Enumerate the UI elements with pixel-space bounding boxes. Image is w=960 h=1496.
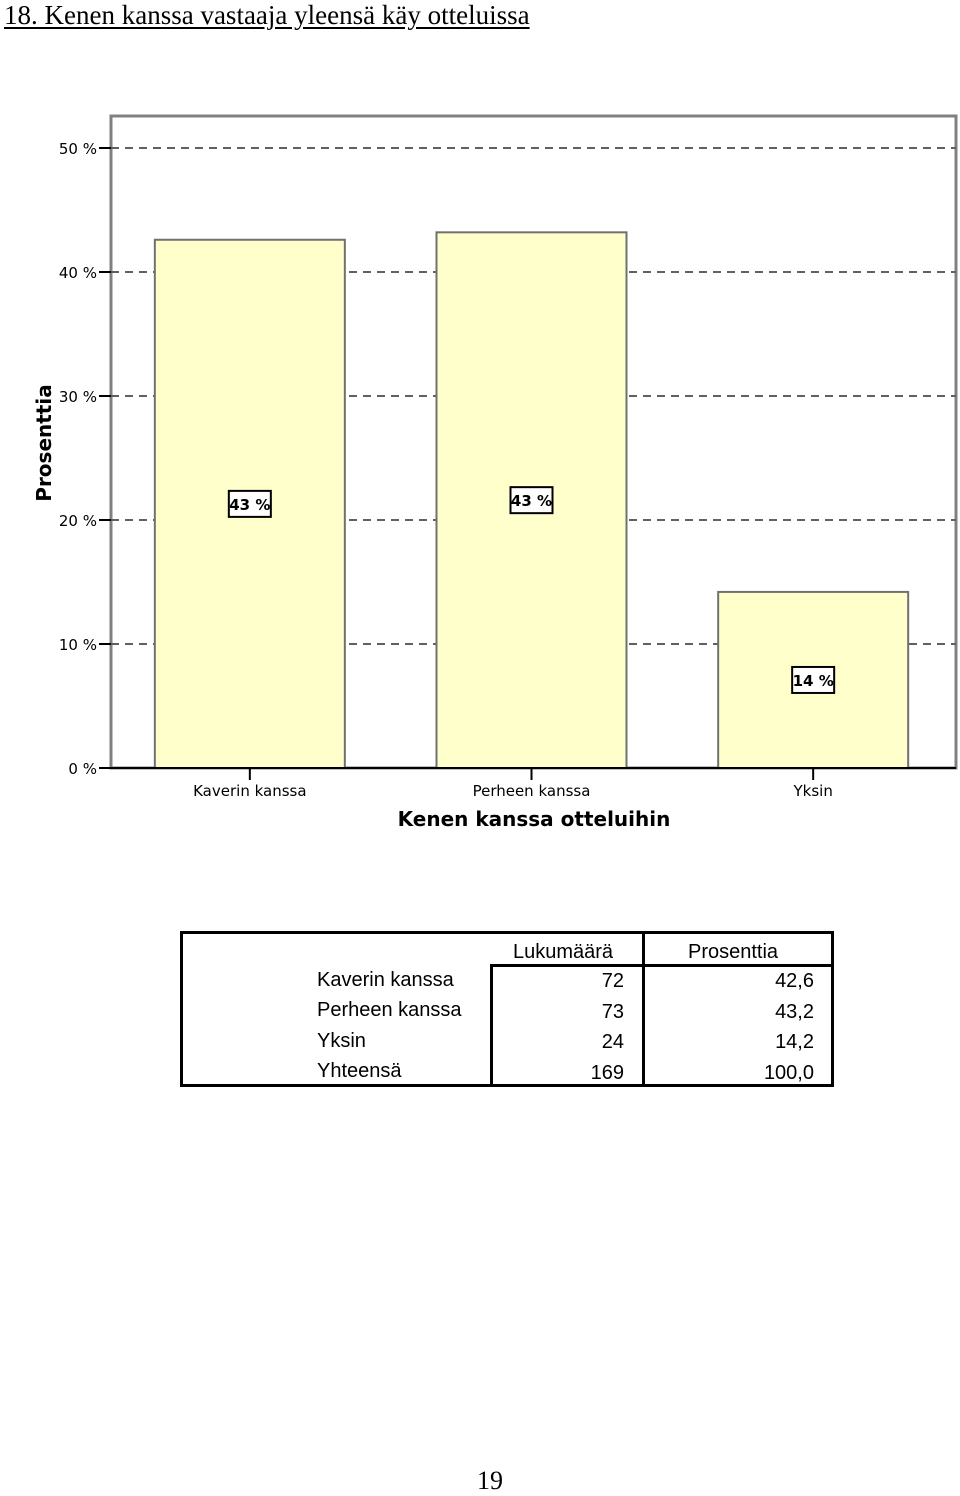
- row-label: Perheen kanssa: [317, 999, 462, 1021]
- row-percent: 100,0: [763, 1062, 814, 1084]
- row-label: Yhteensä: [317, 1060, 402, 1082]
- frequency-table: Lukumäärä Prosenttia Kaverin kanssa 72 4…: [180, 931, 834, 1087]
- y-tick-label: 50 %: [59, 140, 97, 158]
- x-tick-label: Kaverin kanssa: [193, 782, 306, 800]
- x-tick-label: Perheen kanssa: [473, 782, 591, 800]
- y-tick-label: 40 %: [59, 264, 97, 282]
- data-label-box: [227, 489, 272, 518]
- row-label: Kaverin kanssa: [317, 969, 454, 991]
- data-label-box: [791, 665, 836, 694]
- data-label: 43 %: [511, 492, 552, 510]
- data-label: 43 %: [229, 496, 270, 514]
- row-count: 169: [590, 1062, 624, 1084]
- row-count: 72: [601, 970, 624, 992]
- x-axis-title: Kenen kanssa otteluihin: [398, 807, 671, 831]
- row-label: Yksin: [317, 1030, 366, 1052]
- y-tick-label: 10 %: [59, 636, 97, 654]
- x-tick-label: Yksin: [792, 782, 832, 800]
- y-tick-label: 0 %: [68, 760, 97, 778]
- table-column-divider: [490, 964, 493, 1084]
- column-header-percent: Prosenttia: [688, 941, 779, 963]
- bar-chart: 0 % 10 % 20 % 30 % 40 % 50 % 43 % Kaverin kanss…: [32, 114, 958, 831]
- row-count: 24: [601, 1031, 624, 1053]
- y-tick-label: 20 %: [59, 512, 97, 530]
- table-column-divider: [642, 934, 645, 1084]
- row-percent: 42,6: [775, 970, 814, 992]
- y-tick-label: 30 %: [59, 388, 97, 406]
- column-header-count: Lukumäärä: [513, 941, 614, 963]
- page-number: 19: [477, 1466, 503, 1495]
- page-heading: 18. Kenen kanssa vastaaja yleensä käy ot…: [4, 0, 530, 30]
- y-axis-title: Prosenttia: [32, 384, 56, 501]
- data-label-box: [509, 486, 554, 515]
- data-label: 14 %: [793, 672, 834, 690]
- row-count: 73: [601, 1001, 624, 1023]
- table-header-divider: [490, 964, 831, 967]
- row-percent: 14,2: [775, 1031, 814, 1053]
- row-percent: 43,2: [775, 1001, 814, 1023]
